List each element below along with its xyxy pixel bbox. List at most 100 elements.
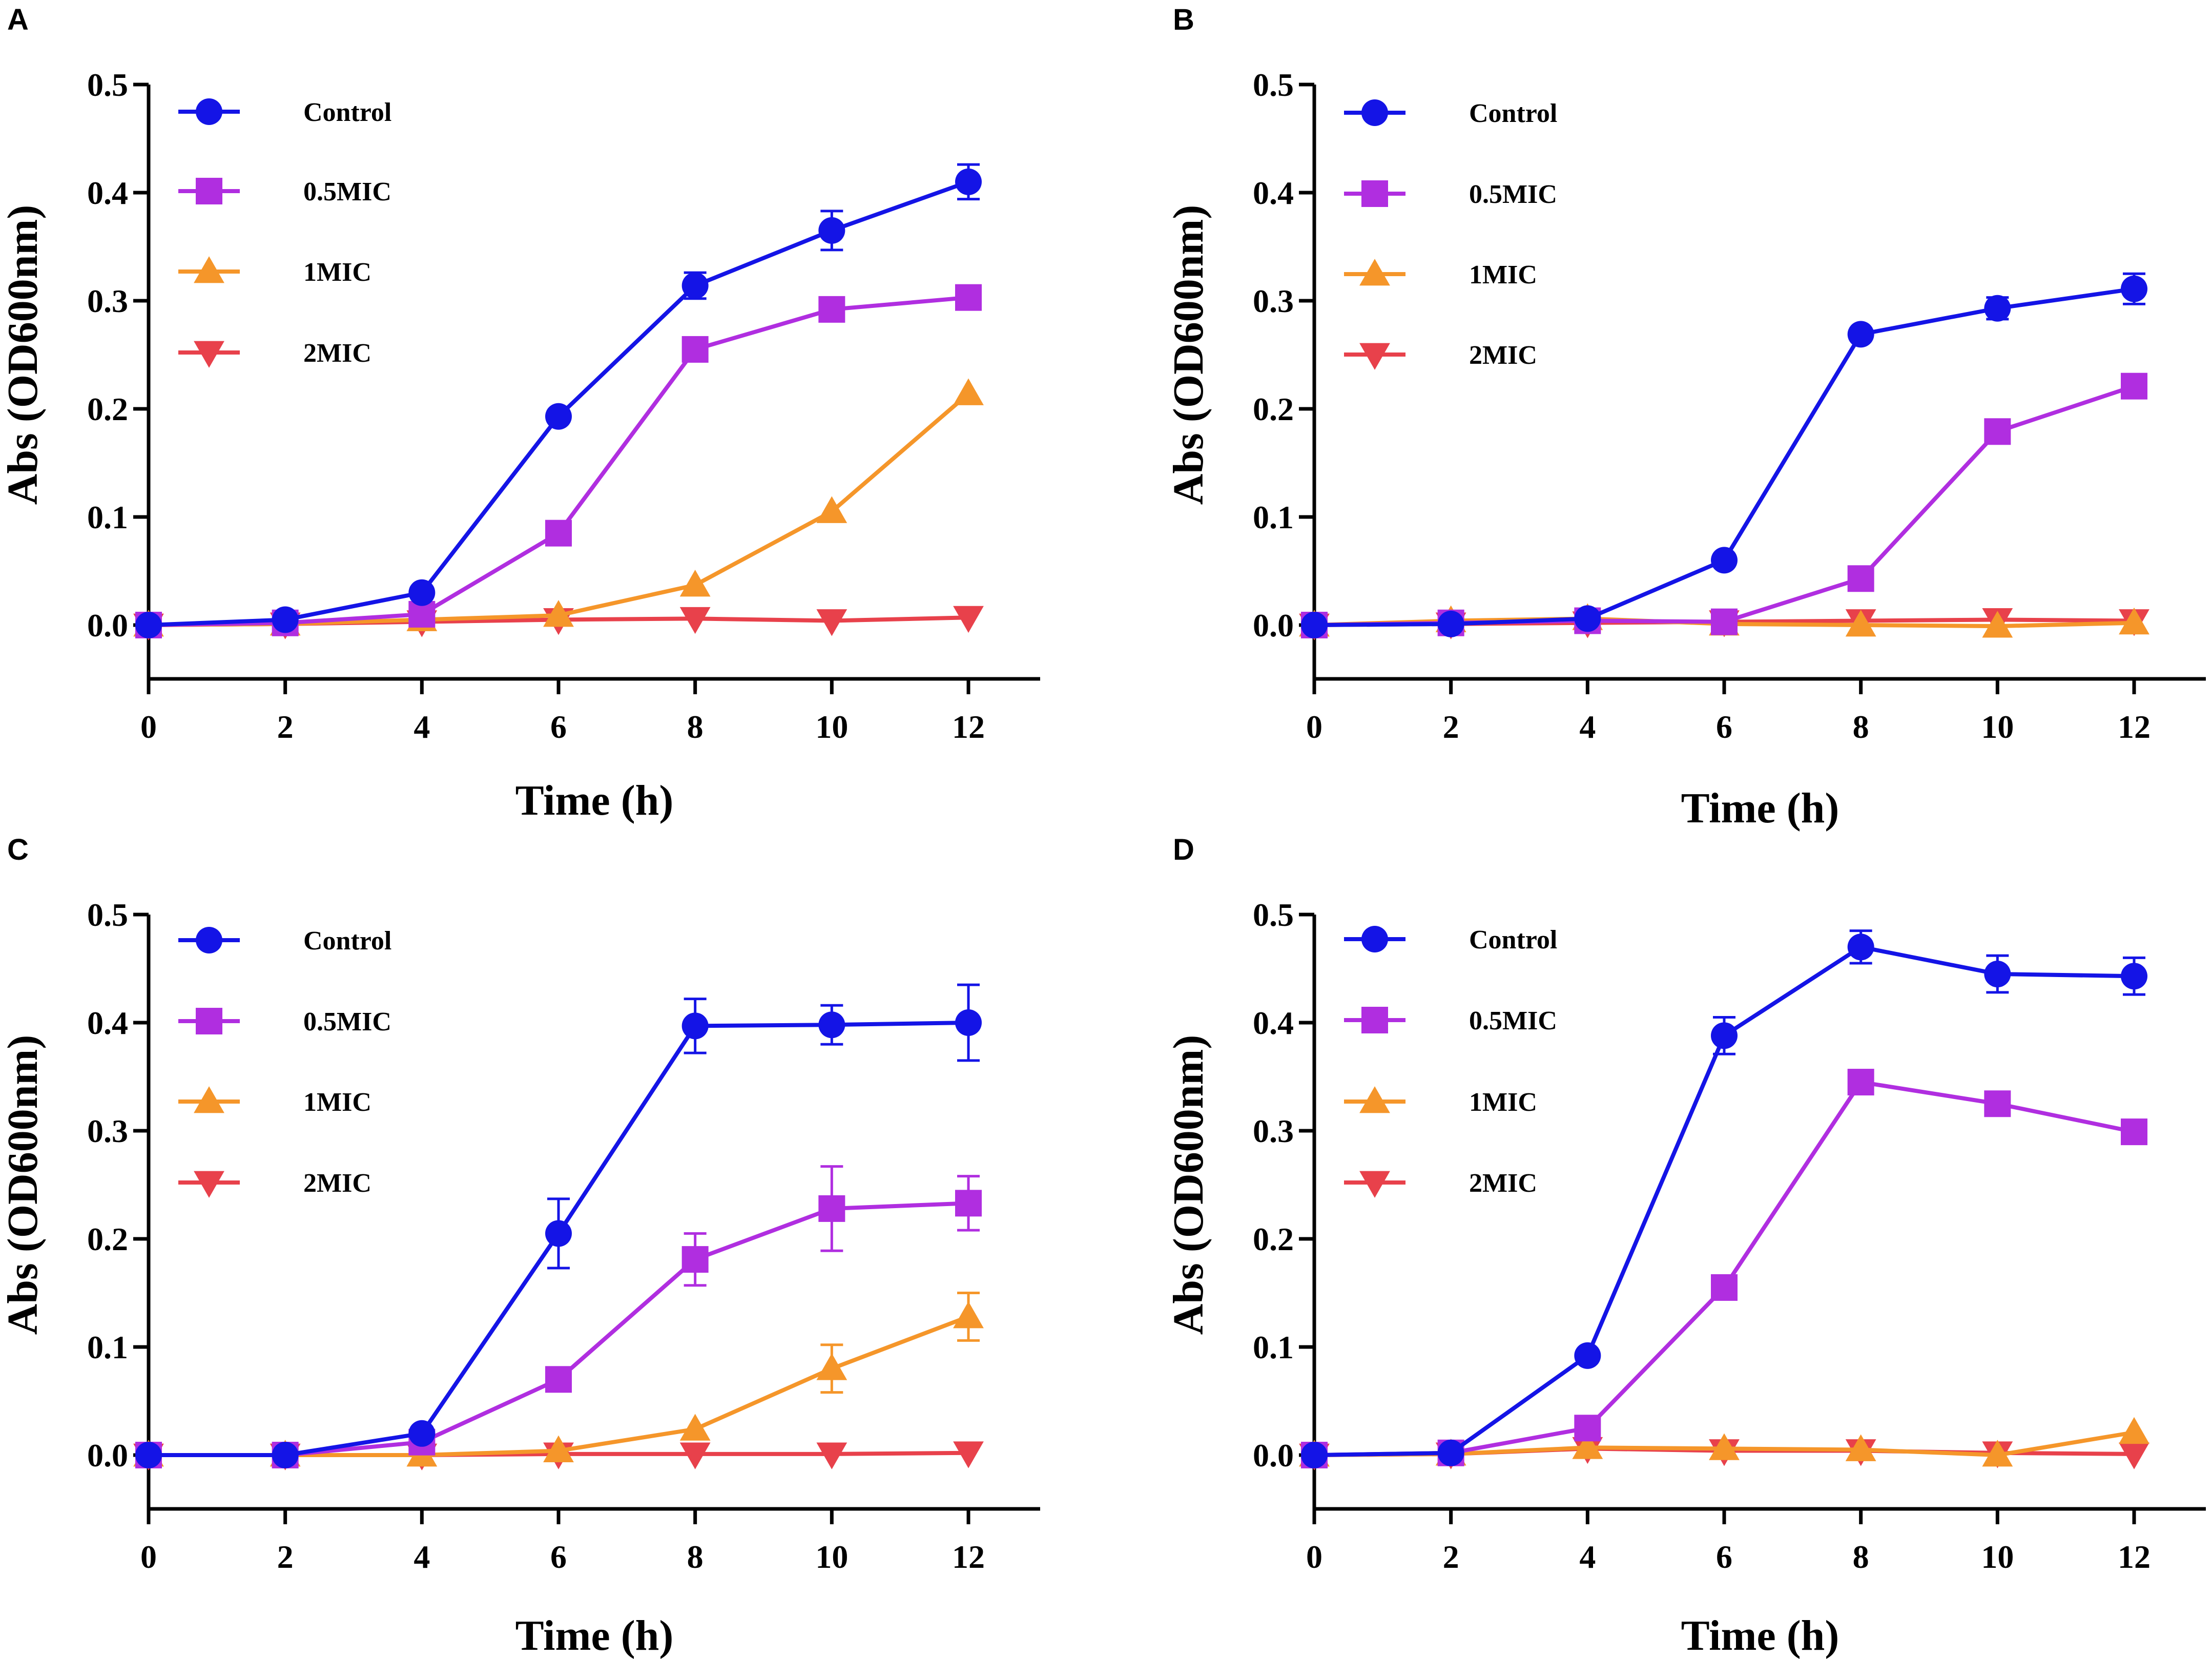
y-tick-label: 0.2 [87,1221,128,1257]
data-point-0-5mic [1984,1090,2011,1117]
x-axis-title: Time (h) [515,777,674,824]
data-point-0-5mic [681,336,709,363]
chart-panel-b: B 0.0 0.1 0.2 0.3 0.4 0.5 0 2 4 6 8 10 12 Time (h) Abs … [1165,3,2206,832]
panel-letter: C [7,833,29,866]
legend-marker-2mic [194,1171,224,1198]
series-control [135,983,982,1468]
legend-marker-1mic [1359,259,1390,286]
x-tick-label: 0 [140,709,157,745]
x-tick-label: 0 [140,1539,157,1575]
data-point-1mic [1845,610,1876,637]
data-point-2mic [2119,1442,2149,1469]
data-point-control [1437,1439,1464,1466]
y-tick-label: 0.0 [1253,1437,1294,1474]
data-point-1mic [1709,1433,1740,1460]
series-line-0-5mic [1314,1080,2135,1457]
y-tick-label: 0.0 [87,1437,128,1474]
panel-letter: D [1173,833,1194,866]
x-tick-label: 6 [1716,1539,1732,1575]
data-point-control [955,1009,982,1036]
data-point-1mic [543,1435,574,1462]
panel-letter: B [1173,3,1194,36]
x-tick-label: 0 [1306,709,1322,745]
data-point-control [1711,1022,1738,1049]
data-point-0-5mic [955,284,982,311]
legend-label-control: Control [303,926,391,956]
legend-marker-0-5mic [196,1008,222,1034]
legend-label-0-5mic: 0.5MIC [303,177,391,206]
y-tick-label: 0.3 [1253,283,1294,319]
series-0-5mic [135,284,982,638]
y-axis-title: Abs (OD600nm) [1165,1035,1212,1335]
data-point-0-5mic [545,1366,572,1393]
x-tick-label: 10 [815,709,848,745]
data-point-2mic [679,607,711,634]
data-point-1mic [679,1414,711,1441]
data-point-control [545,403,572,430]
data-point-control [1301,1442,1328,1468]
chart-panel-d: D 0.0 0.1 0.2 0.3 0.4 0.5 0 2 4 6 8 10 12 Time (h) Abs … [1165,833,2206,1659]
y-axis-title: Abs (OD600nm) [0,205,47,505]
data-point-1mic [2119,607,2149,635]
data-point-0-5mic [1711,1274,1738,1301]
series-control [135,163,982,638]
y-tick-label: 0.3 [87,283,128,319]
y-tick-label: 0.5 [87,897,128,933]
y-axis-title: Abs (OD600nm) [1165,205,1212,505]
x-tick-label: 8 [1853,1539,1869,1575]
legend-marker-control [196,98,222,125]
x-tick-label: 2 [1443,1539,1459,1575]
legend-marker-0-5mic [1361,180,1388,207]
x-tick-label: 10 [815,1539,848,1575]
x-tick-label: 4 [1579,1539,1596,1575]
legend-label-1mic: 1MIC [303,1088,371,1117]
x-tick-label: 6 [550,1539,567,1575]
data-point-0-5mic [1574,1415,1601,1442]
legend-marker-1mic [194,1086,224,1113]
legend-label-2mic: 2MIC [1469,1169,1537,1198]
y-tick-label: 0.0 [1253,607,1294,644]
data-point-control [272,1442,299,1468]
data-point-control [408,579,436,606]
y-tick-label: 0.2 [1253,391,1294,427]
y-tick-label: 0.3 [1253,1113,1294,1149]
x-tick-label: 2 [277,1539,294,1575]
y-tick-label: 0.4 [87,175,128,211]
legend-label-0-5mic: 0.5MIC [1469,180,1557,209]
series-1mic [1299,1417,2149,1467]
data-point-1mic [816,496,847,523]
x-tick-label: 12 [2118,709,2151,745]
legend-marker-control [196,927,222,953]
data-point-control [955,168,982,195]
x-tick-label: 12 [952,709,985,745]
legend-label-0-5mic: 0.5MIC [1469,1006,1557,1035]
data-point-control [1847,321,1874,348]
data-point-control [1984,295,2011,322]
legend-marker-0-5mic [196,178,222,204]
legend-label-control: Control [1469,925,1557,955]
data-point-control [681,1012,709,1040]
legend-label-0-5mic: 0.5MIC [303,1007,391,1036]
legend: Control 0.5MIC 1MIC 2MIC [1344,99,1557,370]
x-tick-label: 10 [1981,709,2014,745]
y-tick-label: 0.1 [1253,1329,1294,1365]
y-tick-label: 0.0 [87,607,128,644]
x-tick-label: 12 [952,1539,985,1575]
y-tick-label: 0.5 [1253,67,1294,103]
y-tick-label: 0.1 [87,1329,128,1365]
legend-label-2mic: 2MIC [1469,341,1537,370]
y-tick-label: 0.1 [87,499,128,535]
legend-label-2mic: 2MIC [303,1169,371,1198]
legend-label-control: Control [303,98,391,127]
x-tick-label: 8 [687,709,704,745]
legend-marker-control [1361,99,1388,126]
data-point-control [1711,547,1738,574]
legend-marker-2mic [1359,343,1390,370]
legend-marker-control [1361,926,1388,952]
data-point-0-5mic [818,1195,845,1222]
y-tick-label: 0.1 [1253,499,1294,535]
data-point-control [1437,610,1464,637]
data-point-control [1984,961,2011,988]
legend-label-1mic: 1MIC [1469,1088,1537,1117]
